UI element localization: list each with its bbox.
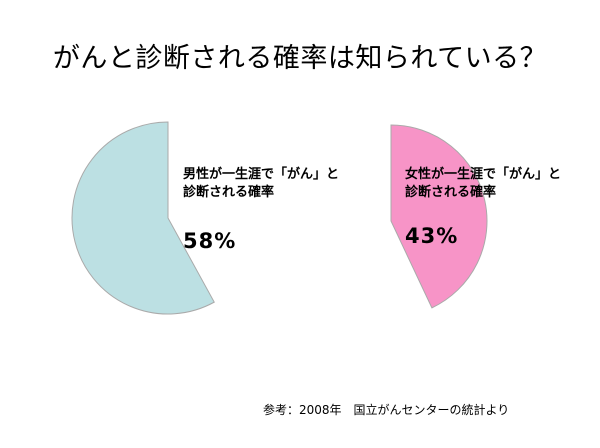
men-caption: 男性が一生涯で「がん」と 診断される確率 — [183, 166, 339, 202]
women-value-label: 43% — [405, 224, 459, 248]
women-caption-line-2: 診断される確率 — [405, 185, 497, 200]
page-title: がんと診断される確率は知られている？ — [52, 43, 548, 74]
men-caption-line-1: 男性が一生涯で「がん」と — [183, 167, 340, 182]
men-caption-line-2: 診断される確率 — [183, 185, 275, 200]
source-note: 参考：2008年 国立がんセンターの統計より — [263, 403, 510, 417]
women-caption: 女性が一生涯で「がん」と 診断される確率 — [405, 166, 561, 202]
men-value-label: 58% — [183, 229, 237, 253]
men-pie-slice — [71, 121, 215, 315]
women-caption-line-1: 女性が一生涯で「がん」と — [405, 167, 562, 182]
women-pie-slice — [390, 124, 488, 309]
